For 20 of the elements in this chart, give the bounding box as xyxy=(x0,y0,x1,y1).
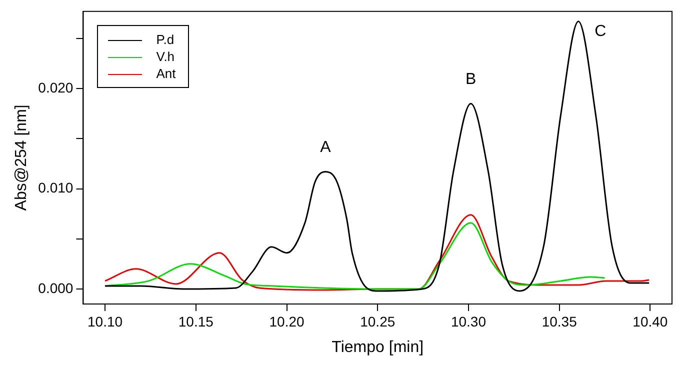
legend-label: Ant xyxy=(156,66,176,82)
annotation: C xyxy=(594,22,606,40)
line-series xyxy=(104,20,650,292)
y-axis-title: Abs@254 [nm] xyxy=(13,104,30,211)
legend-label: V.h xyxy=(156,49,175,64)
x-tick-label: 10.20 xyxy=(269,313,304,330)
x-tick-label: 10.40 xyxy=(632,313,668,330)
legend-label: P.d xyxy=(156,32,174,48)
y-tick-label: 0.020 xyxy=(38,79,74,96)
x-tick-label: 10.35 xyxy=(542,313,578,330)
annotation: B xyxy=(466,70,476,88)
line-series xyxy=(104,214,650,291)
y-tick-label: 0.000 xyxy=(38,280,74,296)
x-tick-label: 10.30 xyxy=(450,313,486,330)
y-tick-label: 0.010 xyxy=(38,180,74,196)
annotation: A xyxy=(320,139,332,156)
x-tick-label: 10.15 xyxy=(178,313,214,330)
x-tick-label: 10.25 xyxy=(360,313,396,330)
x-axis-title: Tiempo [min] xyxy=(332,338,424,356)
x-tick-label: 10.10 xyxy=(88,313,123,330)
